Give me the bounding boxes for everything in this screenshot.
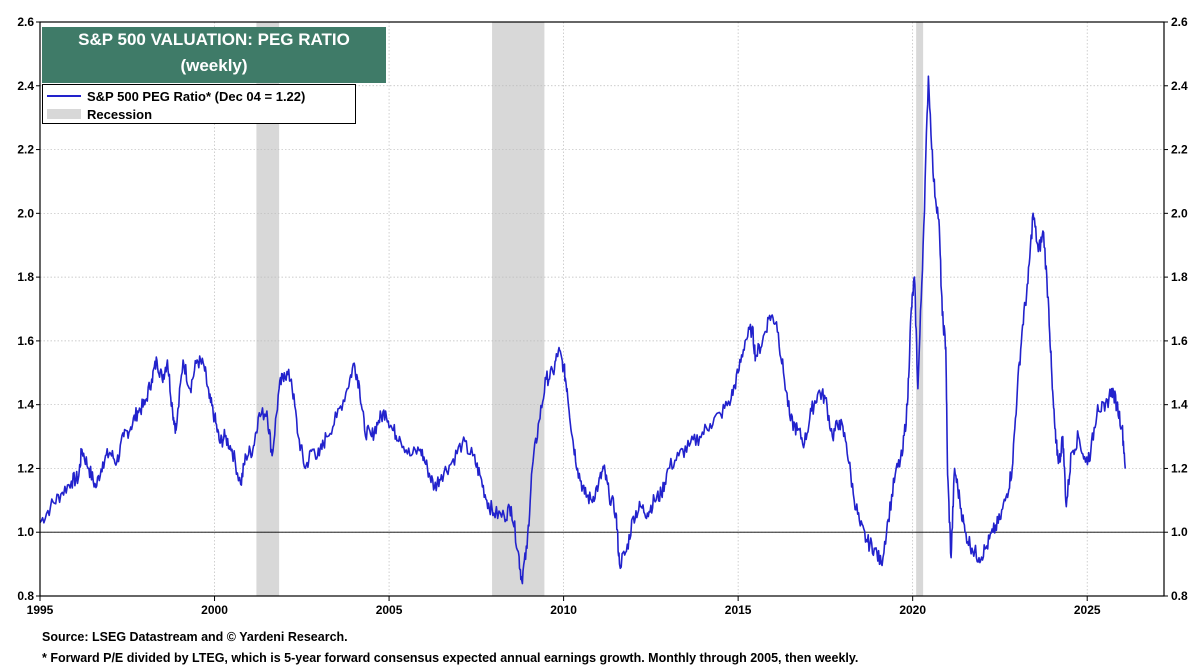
- x-axis: 1995 2000 2005 2010 2015 2020 2025: [27, 596, 1101, 617]
- legend: S&P 500 PEG Ratio* (Dec 04 = 1.22) Reces…: [42, 84, 356, 124]
- y-tick-label-left: 1.8: [17, 270, 34, 284]
- y-tick-label-left: 1.0: [17, 525, 34, 539]
- y-tick-label-left: 1.4: [17, 398, 34, 412]
- y-tick-label-left: 0.8: [17, 589, 34, 603]
- x-tick-label: 2025: [1074, 603, 1101, 617]
- y-tick-label-right: 1.0: [1171, 525, 1188, 539]
- y-tick-label-right: 1.2: [1171, 461, 1188, 475]
- x-tick-label: 2015: [725, 603, 752, 617]
- footnote: * Forward P/E divided by LTEG, which is …: [42, 651, 859, 665]
- y-tick-label-left: 2.0: [17, 206, 34, 220]
- x-tick-label: 1995: [27, 603, 54, 617]
- y-tick-label-left: 2.2: [17, 143, 34, 157]
- y-tick-label-left: 2.4: [17, 79, 34, 93]
- chart-title: S&P 500 VALUATION: PEG RATIO: [78, 30, 350, 49]
- y-tick-label-right: 1.8: [1171, 270, 1188, 284]
- y-tick-label-left: 1.2: [17, 461, 34, 475]
- y-tick-label-right: 2.2: [1171, 143, 1188, 157]
- chart-subtitle: (weekly): [180, 56, 248, 75]
- x-tick-label: 2000: [201, 603, 228, 617]
- y-tick-label-right: 1.6: [1171, 334, 1188, 348]
- y-tick-label-left: 2.6: [17, 15, 34, 29]
- y-axis-left: 0.8 1.0 1.2 1.4 1.6 1.8 2.0 2.2 2.4 2.6: [17, 15, 40, 603]
- source-note: Source: LSEG Datastream and © Yardeni Re…: [42, 630, 348, 644]
- chart-title-box: S&P 500 VALUATION: PEG RATIO (weekly): [42, 27, 386, 83]
- y-tick-label-right: 0.8: [1171, 589, 1188, 603]
- legend-item-recession: Recession: [47, 105, 152, 123]
- peg-ratio-line: [39, 75, 1126, 585]
- x-tick-label: 2005: [376, 603, 403, 617]
- x-tick-label: 2020: [899, 603, 926, 617]
- legend-line-swatch: [47, 95, 81, 97]
- recession-band-2: [492, 22, 545, 596]
- y-tick-label-right: 1.4: [1171, 398, 1188, 412]
- recession-band-3: [916, 22, 924, 596]
- y-tick-label-right: 2.0: [1171, 206, 1188, 220]
- legend-item-peg: S&P 500 PEG Ratio* (Dec 04 = 1.22): [47, 87, 305, 105]
- plot-frame: [39, 21, 1165, 597]
- legend-series-label: S&P 500 PEG Ratio* (Dec 04 = 1.22): [87, 88, 306, 104]
- legend-recession-label: Recession: [87, 106, 153, 122]
- y-tick-label-right: 2.6: [1171, 15, 1188, 29]
- y-axis-right: 0.8 1.0 1.2 1.4 1.6 1.8 2.0 2.2 2.4 2.6: [1164, 15, 1188, 603]
- legend-recession-swatch: [47, 109, 81, 119]
- x-tick-label: 2010: [550, 603, 577, 617]
- y-tick-label-left: 1.6: [17, 334, 34, 348]
- y-tick-label-right: 2.4: [1171, 79, 1188, 93]
